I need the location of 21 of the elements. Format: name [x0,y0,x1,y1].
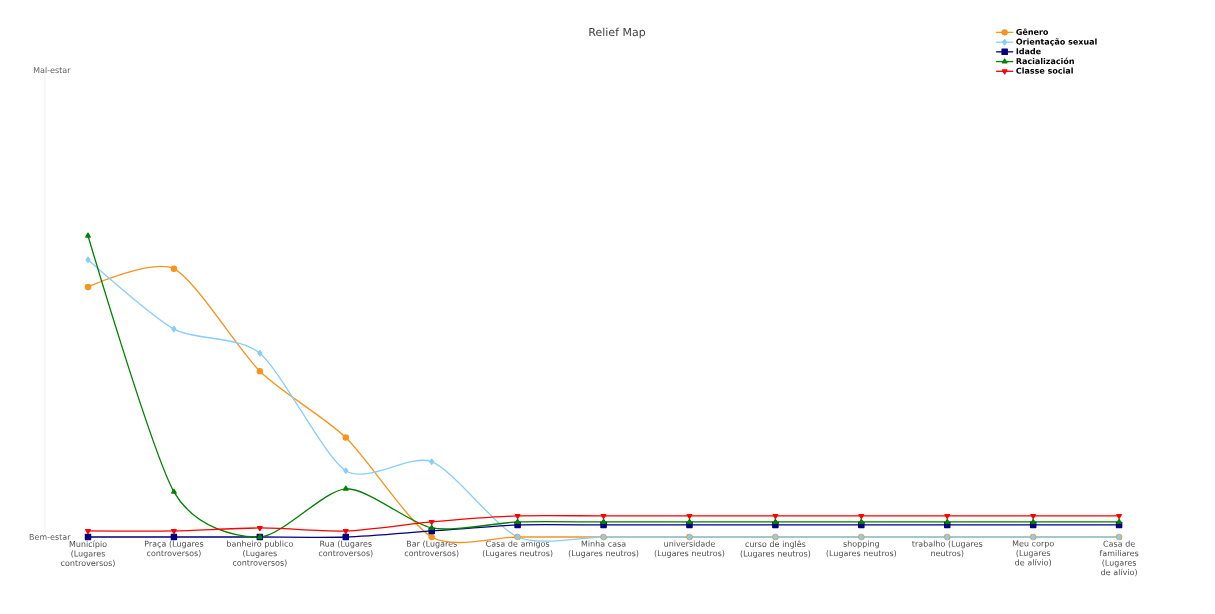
x-tick-label: Rua (Lugares controversos) [318,540,373,558]
chart-title: Relief Map [589,27,646,39]
x-tick-label: Minha casa (Lugares neutros) [568,540,639,558]
legend-label: Orientação sexual [1016,38,1097,47]
x-tick-label: Praça (Lugares controversos) [144,540,204,558]
x-tick-label: curso de inglês (Lugares neutros) [740,540,811,559]
x-tick-label: Casa de familiares (Lugares de alívio) [1099,540,1139,577]
legend-label: Idade [1016,48,1041,55]
x-tick-label: universidade (Lugares neutros) [654,540,725,558]
text: Mal-estar [33,66,71,74]
x-tick-label: shopping (Lugares neutros) [826,540,897,558]
legend-label: Racialización [1016,57,1074,65]
x-tick-label: trabalho (Lugares neutros) [912,540,983,558]
legend-label: Classe social [1016,67,1073,74]
x-tick-label: Município (Lugares controversos) [61,540,115,567]
legend-label: Gênero [1016,28,1049,35]
x-tick-label: Meu corpo (Lugares de alívio) [1012,540,1054,567]
x-tick-label: Bar (Lugares controversos) [404,540,459,558]
x-tick-label: banheiro publico (Lugares controversos) [227,540,293,567]
annotation: Bem-estar [29,534,71,540]
x-tick-label: Casa de amigos (Lugares neutros) [482,540,553,558]
